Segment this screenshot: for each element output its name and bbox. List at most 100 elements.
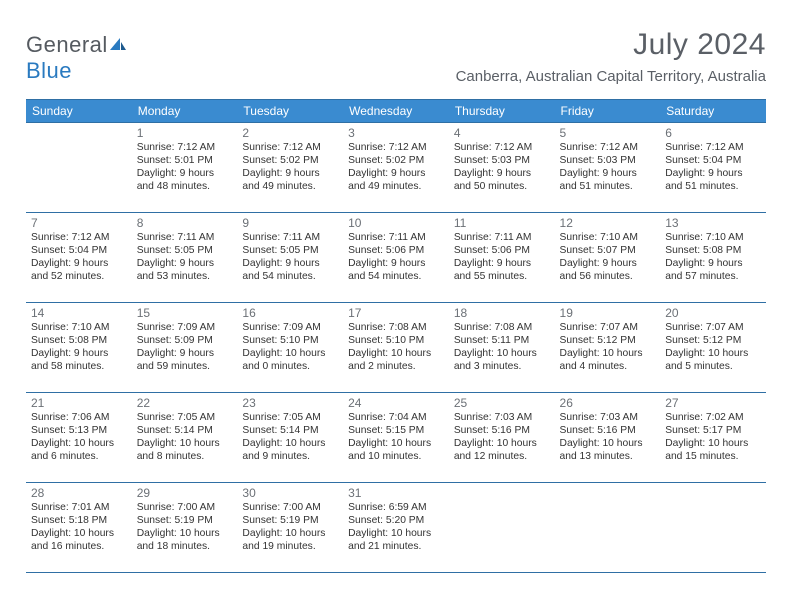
sunrise-text: Sunrise: 7:01 AM [31,502,127,515]
daylight-text: Daylight: 9 hours [560,258,656,271]
calendar-day-cell: 29Sunrise: 7:00 AMSunset: 5:19 PMDayligh… [132,483,238,573]
sunset-text: Sunset: 5:19 PM [242,515,338,528]
day-header: Thursday [449,100,555,123]
calendar-empty-cell [660,483,766,573]
day-number: 31 [348,486,444,501]
day-number: 25 [454,396,550,411]
daylight-text: and 15 minutes. [665,451,761,464]
daylight-text: and 49 minutes. [242,181,338,194]
sunrise-text: Sunrise: 7:12 AM [242,142,338,155]
sunrise-text: Sunrise: 7:12 AM [665,142,761,155]
day-number: 12 [560,216,656,231]
daylight-text: Daylight: 9 hours [31,258,127,271]
daylight-text: Daylight: 10 hours [665,348,761,361]
sunset-text: Sunset: 5:18 PM [31,515,127,528]
daylight-text: and 21 minutes. [348,541,444,554]
sunset-text: Sunset: 5:13 PM [31,425,127,438]
day-number: 11 [454,216,550,231]
month-title: July 2024 [456,28,766,62]
calendar-day-cell: 21Sunrise: 7:06 AMSunset: 5:13 PMDayligh… [26,393,132,483]
daylight-text: Daylight: 10 hours [454,438,550,451]
day-number: 22 [137,396,233,411]
calendar-empty-cell [26,123,132,213]
daylight-text: and 58 minutes. [31,361,127,374]
day-number: 6 [665,126,761,141]
sunset-text: Sunset: 5:03 PM [454,155,550,168]
location-text: Canberra, Australian Capital Territory, … [456,68,766,85]
day-number: 21 [31,396,127,411]
daylight-text: and 16 minutes. [31,541,127,554]
daylight-text: and 53 minutes. [137,271,233,284]
sunrise-text: Sunrise: 7:12 AM [454,142,550,155]
daylight-text: Daylight: 10 hours [31,438,127,451]
sunrise-text: Sunrise: 7:03 AM [454,412,550,425]
daylight-text: Daylight: 9 hours [454,258,550,271]
sunset-text: Sunset: 5:11 PM [454,335,550,348]
sunrise-text: Sunrise: 7:05 AM [242,412,338,425]
sunset-text: Sunset: 5:01 PM [137,155,233,168]
daylight-text: Daylight: 10 hours [137,438,233,451]
daylight-text: and 18 minutes. [137,541,233,554]
sunrise-text: Sunrise: 7:11 AM [137,232,233,245]
daylight-text: Daylight: 10 hours [560,348,656,361]
daylight-text: and 8 minutes. [137,451,233,464]
sunset-text: Sunset: 5:06 PM [454,245,550,258]
daylight-text: Daylight: 10 hours [31,528,127,541]
sunrise-text: Sunrise: 7:12 AM [31,232,127,245]
calendar-day-cell: 15Sunrise: 7:09 AMSunset: 5:09 PMDayligh… [132,303,238,393]
calendar-day-cell: 4Sunrise: 7:12 AMSunset: 5:03 PMDaylight… [449,123,555,213]
calendar-day-cell: 10Sunrise: 7:11 AMSunset: 5:06 PMDayligh… [343,213,449,303]
sunset-text: Sunset: 5:14 PM [137,425,233,438]
sunrise-text: Sunrise: 6:59 AM [348,502,444,515]
daylight-text: Daylight: 10 hours [560,438,656,451]
daylight-text: Daylight: 10 hours [665,438,761,451]
sunrise-text: Sunrise: 7:11 AM [242,232,338,245]
sunset-text: Sunset: 5:12 PM [560,335,656,348]
sunset-text: Sunset: 5:02 PM [242,155,338,168]
calendar-day-cell: 27Sunrise: 7:02 AMSunset: 5:17 PMDayligh… [660,393,766,483]
calendar-day-cell: 24Sunrise: 7:04 AMSunset: 5:15 PMDayligh… [343,393,449,483]
sunset-text: Sunset: 5:04 PM [665,155,761,168]
calendar-day-cell: 8Sunrise: 7:11 AMSunset: 5:05 PMDaylight… [132,213,238,303]
daylight-text: and 49 minutes. [348,181,444,194]
day-number: 2 [242,126,338,141]
day-number: 27 [665,396,761,411]
day-number: 15 [137,306,233,321]
sunrise-text: Sunrise: 7:12 AM [560,142,656,155]
calendar-head: Sunday Monday Tuesday Wednesday Thursday… [26,100,766,123]
calendar-day-cell: 6Sunrise: 7:12 AMSunset: 5:04 PMDaylight… [660,123,766,213]
sunrise-text: Sunrise: 7:12 AM [137,142,233,155]
calendar-day-cell: 5Sunrise: 7:12 AMSunset: 5:03 PMDaylight… [555,123,661,213]
day-number: 23 [242,396,338,411]
calendar-day-cell: 23Sunrise: 7:05 AMSunset: 5:14 PMDayligh… [237,393,343,483]
calendar-day-cell: 1Sunrise: 7:12 AMSunset: 5:01 PMDaylight… [132,123,238,213]
brand-logo: GeneralBlue [26,32,128,84]
brand-part1: General [26,32,108,57]
sunset-text: Sunset: 5:12 PM [665,335,761,348]
calendar-body: 1Sunrise: 7:12 AMSunset: 5:01 PMDaylight… [26,123,766,573]
daylight-text: and 10 minutes. [348,451,444,464]
daylight-text: and 19 minutes. [242,541,338,554]
daylight-text: Daylight: 10 hours [242,438,338,451]
day-number: 17 [348,306,444,321]
calendar-week-row: 1Sunrise: 7:12 AMSunset: 5:01 PMDaylight… [26,123,766,213]
daylight-text: Daylight: 9 hours [31,348,127,361]
sunrise-text: Sunrise: 7:11 AM [454,232,550,245]
daylight-text: Daylight: 9 hours [137,258,233,271]
sunset-text: Sunset: 5:15 PM [348,425,444,438]
calendar-week-row: 28Sunrise: 7:01 AMSunset: 5:18 PMDayligh… [26,483,766,573]
sunset-text: Sunset: 5:09 PM [137,335,233,348]
sunrise-text: Sunrise: 7:02 AM [665,412,761,425]
day-number: 4 [454,126,550,141]
sunset-text: Sunset: 5:19 PM [137,515,233,528]
calendar-day-cell: 19Sunrise: 7:07 AMSunset: 5:12 PMDayligh… [555,303,661,393]
sunrise-text: Sunrise: 7:10 AM [665,232,761,245]
sunset-text: Sunset: 5:16 PM [454,425,550,438]
daylight-text: Daylight: 10 hours [242,348,338,361]
daylight-text: Daylight: 10 hours [348,528,444,541]
day-number: 8 [137,216,233,231]
calendar-day-cell: 7Sunrise: 7:12 AMSunset: 5:04 PMDaylight… [26,213,132,303]
brand-sail-icon [108,32,128,58]
sunset-text: Sunset: 5:17 PM [665,425,761,438]
calendar-day-cell: 22Sunrise: 7:05 AMSunset: 5:14 PMDayligh… [132,393,238,483]
